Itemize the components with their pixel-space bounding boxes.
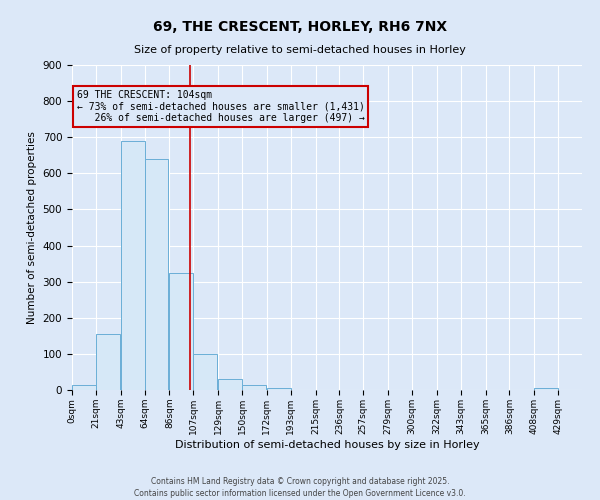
Bar xyxy=(267,388,291,390)
Bar xyxy=(145,159,169,390)
Bar xyxy=(193,354,217,390)
Text: 69, THE CRESCENT, HORLEY, RH6 7NX: 69, THE CRESCENT, HORLEY, RH6 7NX xyxy=(153,20,447,34)
Text: Size of property relative to semi-detached houses in Horley: Size of property relative to semi-detach… xyxy=(134,45,466,55)
Bar xyxy=(72,384,96,390)
Bar xyxy=(535,388,558,390)
Text: 69 THE CRESCENT: 104sqm
← 73% of semi-detached houses are smaller (1,431)
   26%: 69 THE CRESCENT: 104sqm ← 73% of semi-de… xyxy=(77,90,364,124)
Text: Contains public sector information licensed under the Open Government Licence v3: Contains public sector information licen… xyxy=(134,489,466,498)
Bar xyxy=(96,334,119,390)
Bar xyxy=(242,384,266,390)
Bar xyxy=(218,379,242,390)
X-axis label: Distribution of semi-detached houses by size in Horley: Distribution of semi-detached houses by … xyxy=(175,440,479,450)
Text: Contains HM Land Registry data © Crown copyright and database right 2025.: Contains HM Land Registry data © Crown c… xyxy=(151,478,449,486)
Bar xyxy=(169,272,193,390)
Bar xyxy=(121,141,145,390)
Y-axis label: Number of semi-detached properties: Number of semi-detached properties xyxy=(27,131,37,324)
